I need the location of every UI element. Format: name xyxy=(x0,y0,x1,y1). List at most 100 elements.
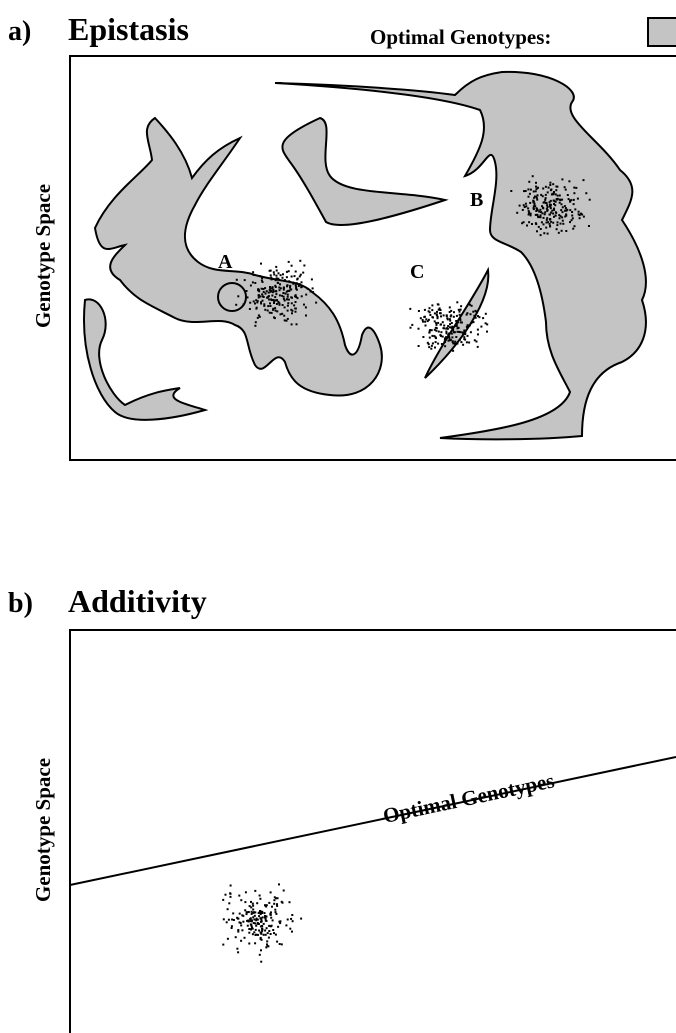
genotype-dot xyxy=(527,207,530,210)
genotype-dot xyxy=(254,942,257,945)
genotype-dot xyxy=(295,287,298,290)
genotype-dot xyxy=(252,908,255,911)
genotype-dot xyxy=(260,932,263,935)
genotype-dot xyxy=(459,319,462,322)
genotype-dot xyxy=(559,215,562,218)
genotype-dot xyxy=(472,321,475,324)
y-axis-label: Genotype Space xyxy=(31,184,55,328)
genotype-dot xyxy=(227,918,230,921)
genotype-dot xyxy=(264,308,267,311)
genotype-dot xyxy=(275,912,278,915)
genotype-dot xyxy=(277,925,280,928)
genotype-dot xyxy=(469,303,471,306)
genotype-dot xyxy=(556,197,559,200)
genotype-dot xyxy=(287,298,290,301)
genotype-dot xyxy=(247,919,250,922)
genotype-dot xyxy=(535,196,538,199)
genotype-dot xyxy=(552,221,555,224)
genotype-dot xyxy=(448,306,451,309)
optimal-line xyxy=(69,756,676,886)
genotype-dot xyxy=(269,933,272,935)
genotype-dot xyxy=(534,190,537,193)
genotype-dot xyxy=(574,208,577,211)
genotype-dot xyxy=(421,318,424,321)
genotype-dot xyxy=(433,335,436,338)
genotype-dot xyxy=(532,205,535,208)
genotype-dot xyxy=(268,901,271,904)
genotype-dot xyxy=(235,303,238,306)
genotype-dot xyxy=(310,278,313,281)
genotype-dot xyxy=(271,286,274,289)
genotype-dot xyxy=(425,318,428,321)
genotype-dot xyxy=(238,912,241,915)
genotype-dot xyxy=(457,321,460,324)
genotype-dot xyxy=(537,225,540,228)
genotype-dot xyxy=(298,275,301,278)
genotype-dot xyxy=(265,927,268,930)
genotype-dot xyxy=(281,312,284,315)
genotype-dot xyxy=(549,225,551,227)
genotype-dot xyxy=(236,947,239,950)
genotype-dot xyxy=(259,897,262,900)
genotype-dot xyxy=(275,274,278,277)
genotype-dot xyxy=(285,298,288,301)
legend-swatch xyxy=(647,17,676,47)
genotype-dot xyxy=(466,312,469,315)
genotype-dot xyxy=(259,910,262,913)
genotype-dot xyxy=(436,317,439,320)
genotype-dot xyxy=(466,334,469,337)
panel-label: b) xyxy=(8,588,33,619)
genotype-dot xyxy=(449,315,452,318)
genotype-dot xyxy=(229,892,232,895)
genotype-dot xyxy=(261,927,263,930)
genotype-dot xyxy=(480,325,483,328)
genotype-dot xyxy=(305,314,307,317)
genotype-dot xyxy=(540,221,543,224)
genotype-dot xyxy=(558,217,561,220)
genotype-dot xyxy=(273,896,276,899)
genotype-dot xyxy=(282,288,285,291)
genotype-dot xyxy=(282,286,285,289)
genotype-dot xyxy=(524,202,527,205)
genotype-dot xyxy=(564,209,566,212)
genotype-dot xyxy=(455,314,458,317)
genotype-dot xyxy=(580,212,582,215)
genotype-dot xyxy=(267,295,270,298)
genotype-dot xyxy=(451,340,454,343)
genotype-dot xyxy=(565,230,568,232)
genotype-dot xyxy=(523,190,525,193)
genotype-dot xyxy=(561,206,564,209)
genotype-dot xyxy=(533,202,536,205)
genotype-dot xyxy=(285,319,288,322)
genotype-dot xyxy=(572,198,575,201)
genotype-dot xyxy=(549,184,552,186)
genotype-dot xyxy=(294,295,296,298)
genotype-dot xyxy=(268,930,271,932)
genotype-dot xyxy=(432,316,434,319)
genotype-dot xyxy=(445,332,448,335)
genotype-dot xyxy=(270,276,273,279)
genotype-dot xyxy=(300,285,303,288)
genotype-dot xyxy=(294,284,297,287)
genotype-dot xyxy=(274,933,277,936)
genotype-dot xyxy=(570,199,573,202)
genotype-dot xyxy=(253,911,255,914)
genotype-dot xyxy=(261,916,264,919)
genotype-dot xyxy=(536,208,538,210)
genotype-dot xyxy=(565,209,568,212)
genotype-dot xyxy=(565,214,568,217)
genotype-dot xyxy=(447,333,450,336)
genotype-dot xyxy=(525,205,528,208)
genotype-dot xyxy=(283,314,286,317)
genotype-dot xyxy=(248,308,251,310)
genotype-dot xyxy=(237,917,240,920)
genotype-dot xyxy=(293,275,296,278)
frame xyxy=(69,55,676,461)
genotype-dot xyxy=(546,217,549,220)
genotype-dot xyxy=(541,205,543,208)
genotype-dot xyxy=(252,916,255,919)
genotype-dot xyxy=(275,293,278,296)
genotype-dot xyxy=(290,264,293,267)
genotype-dot xyxy=(582,215,585,218)
genotype-dot xyxy=(555,189,558,192)
